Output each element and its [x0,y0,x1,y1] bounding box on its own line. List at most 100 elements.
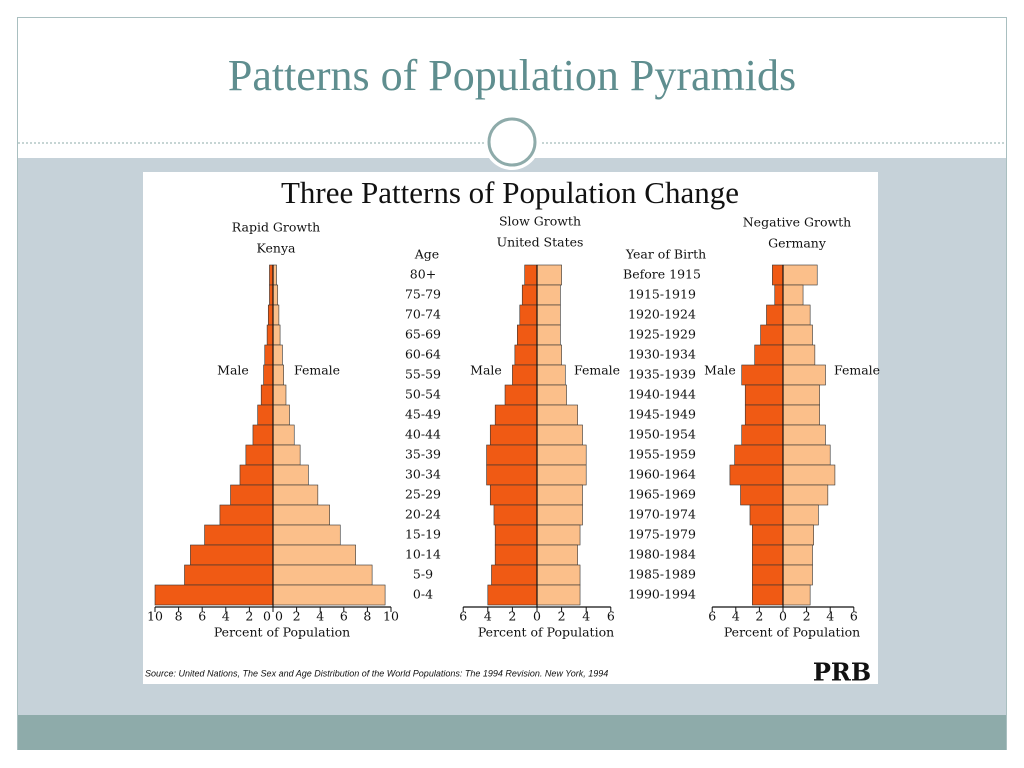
figure-title: Three Patterns of Population Change [281,175,739,210]
bar [782,324,813,346]
bar [272,464,309,486]
category-label: 1955-1959 [628,447,696,462]
x-tick-label: 0 [263,609,271,624]
x-tick-label: 6 [607,609,615,624]
category-header: Year of Birth [625,247,706,262]
category-label: 1960-1964 [628,467,696,482]
bar [729,464,784,486]
category-label: 80+ [410,267,436,282]
bar [536,584,581,606]
category-label: 1930-1934 [628,347,696,362]
bar [154,584,274,606]
bar [272,524,341,546]
bar [272,584,386,606]
bar [752,584,784,606]
bar [267,304,274,326]
bar [266,324,274,346]
x-tick-label: 0 [533,609,541,624]
legend-label: Female [574,363,620,378]
bar [782,404,820,426]
legend-label: Male [704,363,736,378]
bar [257,404,274,426]
bar [494,404,538,426]
bar [493,504,538,526]
category-label: 40-44 [405,427,441,442]
category-label: 5-9 [413,567,433,582]
bar [772,264,784,286]
bar [491,564,538,586]
bar [494,524,538,546]
bar [486,444,538,466]
bar [741,424,784,446]
category-label: 20-24 [405,507,441,522]
category-label: Before 1915 [623,267,701,282]
bar [521,284,538,306]
bar [517,324,538,346]
bar [219,504,274,526]
bar [536,344,562,366]
bar [272,344,283,366]
bar [494,544,538,566]
bar [734,444,784,466]
category-label: 30-34 [405,467,441,482]
legend-label: Female [294,363,340,378]
bar [524,264,538,286]
category-label: 65-69 [405,327,441,342]
bar [754,344,784,366]
category-label: 50-54 [405,387,441,402]
x-tick-label: 2 [245,609,253,624]
category-label: 1920-1924 [628,307,696,322]
x-axis-label: Percent of Population [478,625,614,640]
bar [752,524,784,546]
x-tick-label: 4 [484,609,492,624]
bar [782,364,826,386]
category-label: 1945-1949 [628,407,696,422]
x-tick-label: 4 [222,609,230,624]
x-tick-label: 8 [363,609,371,624]
chart-title: Rapid Growth [232,220,320,235]
bar [766,304,784,326]
x-tick-label: 2 [755,609,763,624]
x-tick-label: 6 [198,609,206,624]
bar [782,284,804,306]
x-tick-label: 4 [582,609,590,624]
bar [536,444,587,466]
logo: PRB [813,658,871,687]
bar [514,344,538,366]
bar [782,304,811,326]
bar [272,284,279,306]
category-label: 70-74 [405,307,441,322]
category-label: 0-4 [413,587,433,602]
bar [204,524,274,546]
category-label: 10-14 [405,547,441,562]
bar [272,384,287,406]
bar [184,564,274,586]
bar [252,424,274,446]
bar [536,464,587,486]
bar [782,504,819,526]
category-label: 15-19 [405,527,441,542]
legend-label: Female [834,363,880,378]
bar [486,464,538,486]
x-axis-label: Percent of Population [214,625,350,640]
chart-title: Slow Growth [499,214,581,229]
bar [239,464,274,486]
x-tick-label: 6 [850,609,858,624]
legend-label: Male [217,363,249,378]
bar [782,464,836,486]
bar [272,404,290,426]
bar [272,484,319,506]
bar [760,324,784,346]
bar [536,524,581,546]
bar [536,384,567,406]
x-tick-label: 2 [293,609,301,624]
bar [536,404,578,426]
bar [536,544,578,566]
x-tick-label: 4 [732,609,740,624]
bar [536,564,581,586]
category-label: 1985-1989 [628,567,696,582]
bar [782,424,826,446]
bar [740,484,784,506]
slide-title: Patterns of Population Pyramids [228,51,796,100]
